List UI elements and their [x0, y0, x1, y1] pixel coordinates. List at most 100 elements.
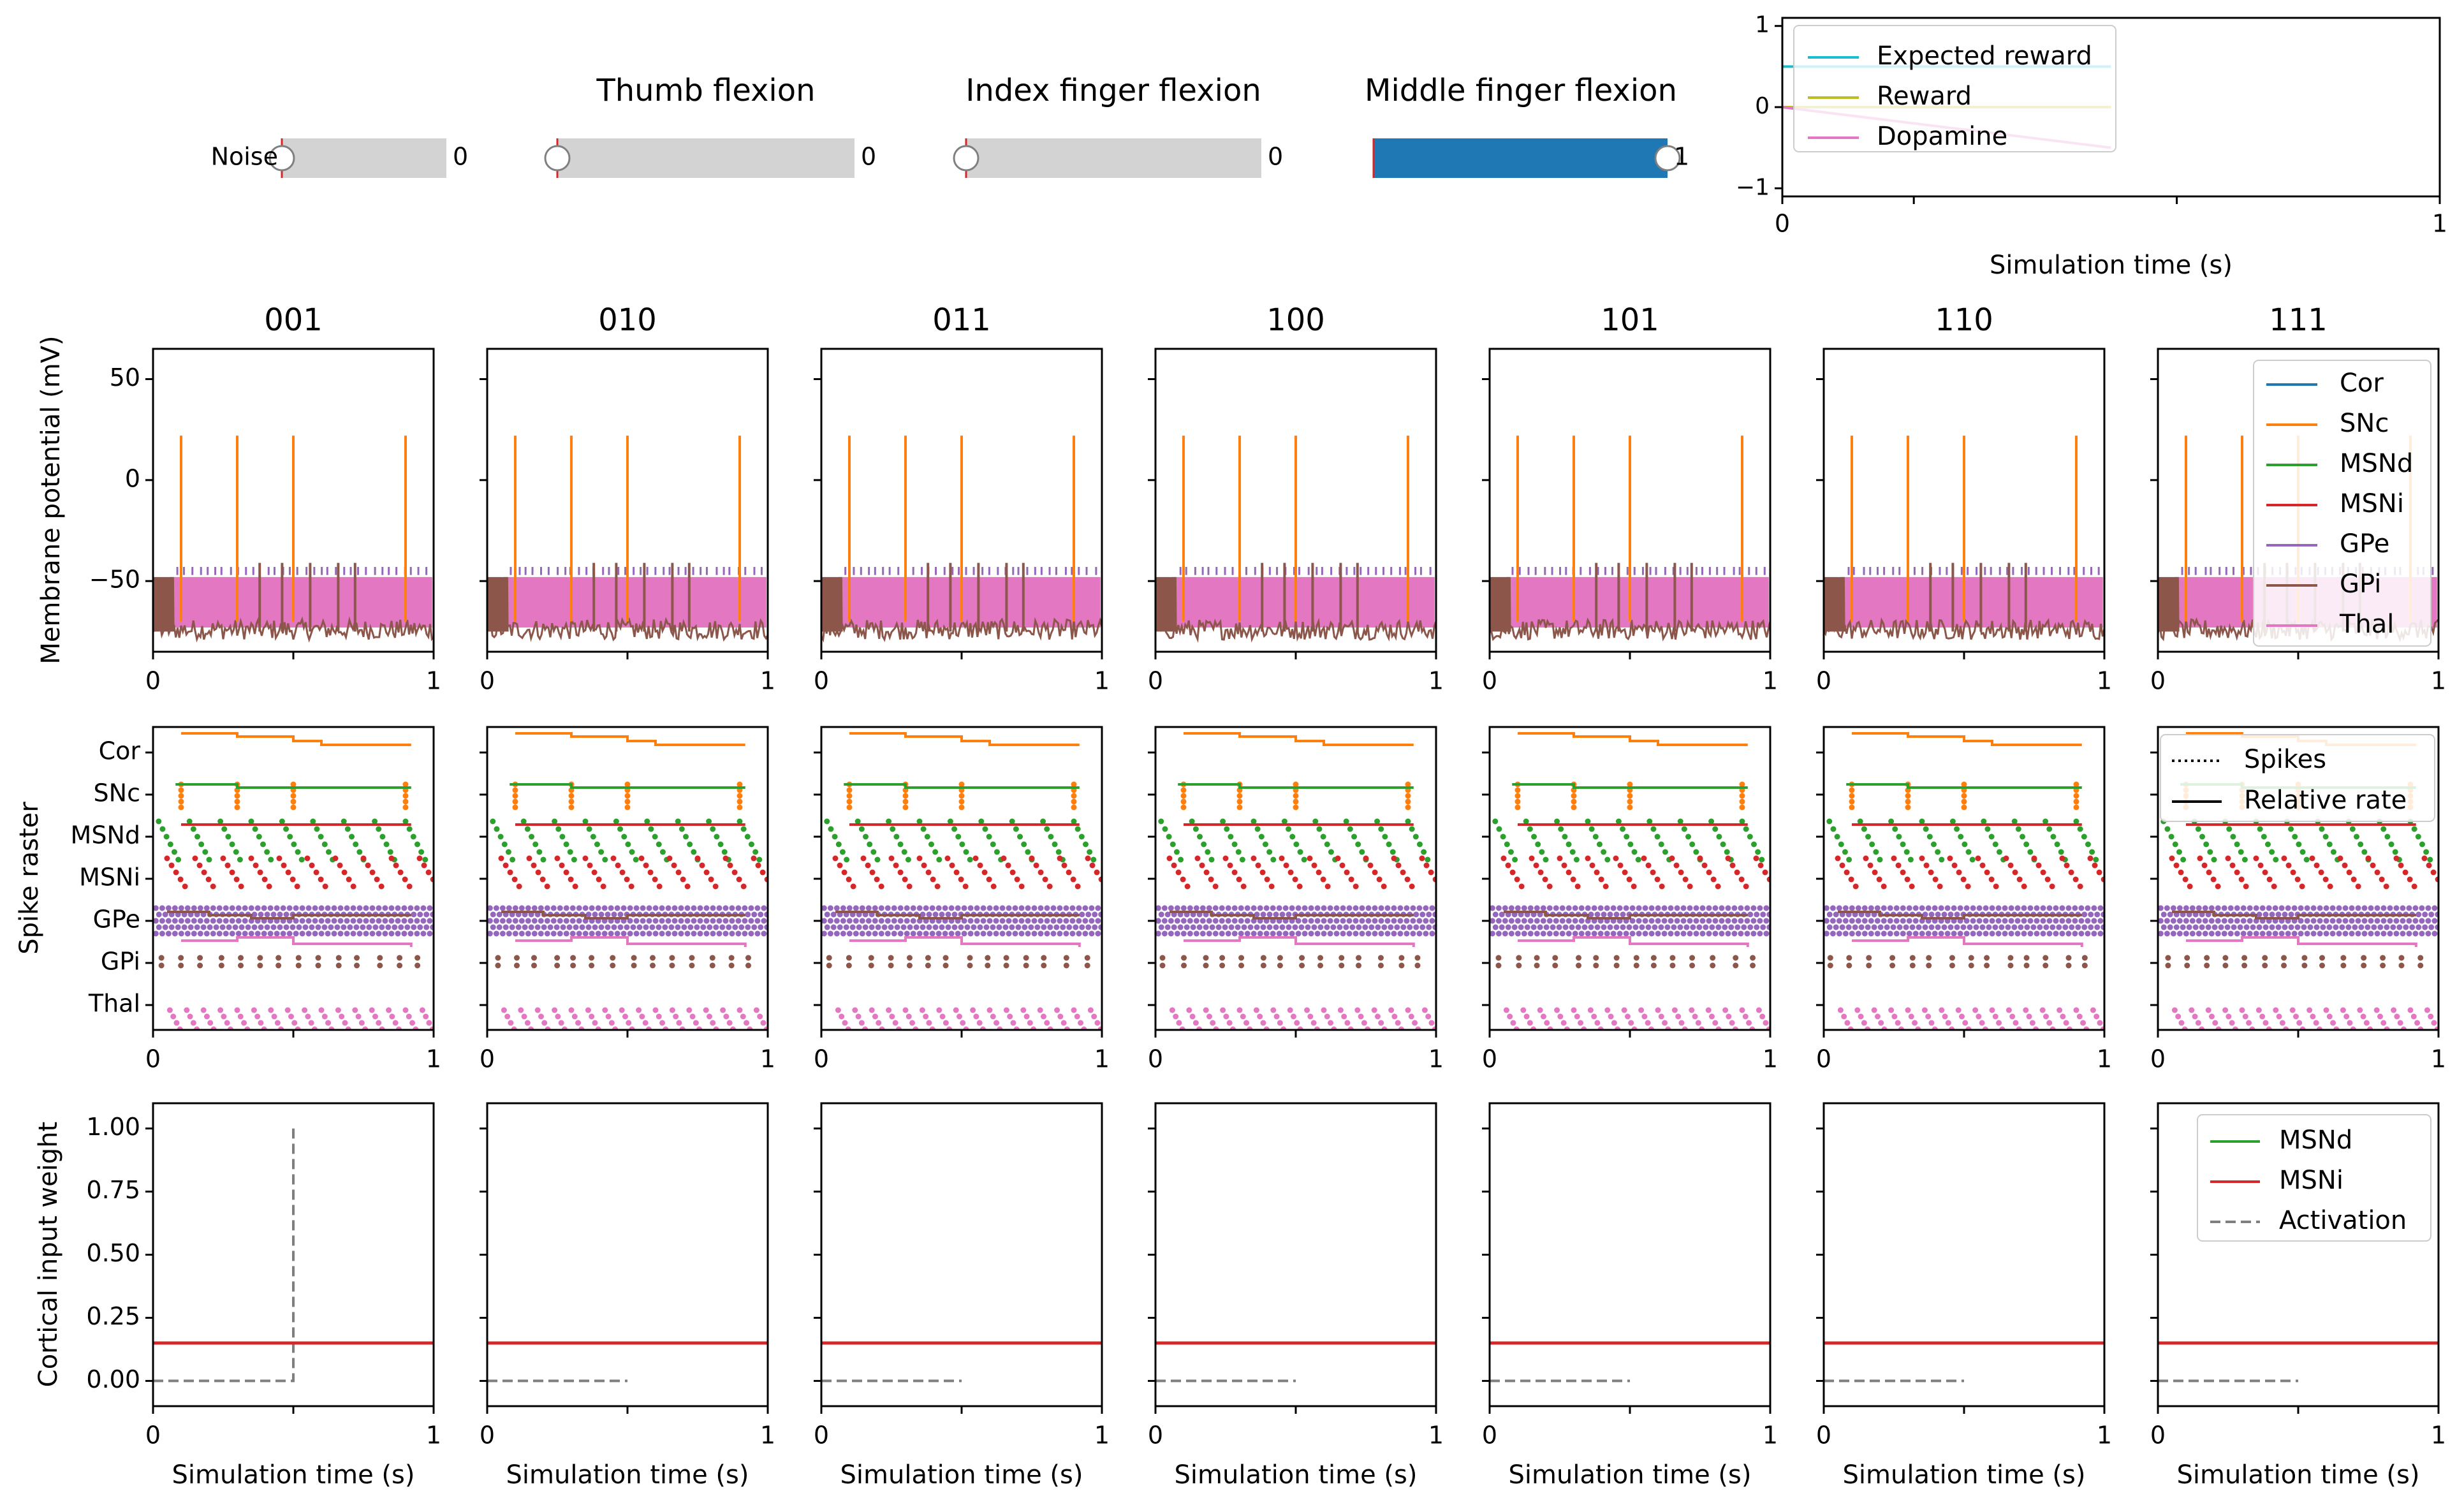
gpi-spike-dot [1534, 955, 1540, 961]
gpe-spike-dot [248, 905, 254, 911]
gpe-spike-dot [1260, 911, 1266, 918]
gpe-spike-dot [544, 930, 550, 937]
gpe-spike-dot [1066, 924, 1073, 930]
gpe-spike-dot [1314, 905, 1321, 911]
gpe-spike-dot [1155, 930, 1161, 937]
msnd-spike-dot [256, 833, 262, 840]
snc-spike-dot [1405, 793, 1411, 799]
gpi-spike-dot [967, 962, 973, 969]
gpe-spike-dot [678, 918, 684, 924]
gpe-spike-dot [1693, 918, 1699, 924]
msnd-spike-dot [520, 818, 527, 825]
msni-spike-dot [285, 869, 291, 876]
msnd-spike-dot [2093, 856, 2099, 863]
msnd-spike-dot [1412, 833, 1419, 840]
gpe-spike-dot [395, 930, 401, 937]
gpe-spike-dot [493, 918, 499, 924]
slider-handle[interactable] [544, 145, 571, 172]
gpe-spike-dot [1231, 918, 1238, 924]
thal-spike-dot [889, 1013, 895, 1020]
gpe-spike-dot [955, 905, 961, 911]
gpe-spike-dot [1884, 924, 1890, 930]
thal-spike-dot [602, 1007, 608, 1013]
gpe-spike-dot [2428, 911, 2435, 918]
gpe-spike-dot [2259, 930, 2266, 937]
membrane-traces [821, 436, 1102, 643]
msnd-spike-dot [886, 818, 892, 825]
msnd-spike-dot [1281, 818, 1287, 825]
onset-trace [1490, 576, 1511, 632]
gpe-spike-dot [496, 911, 502, 918]
gpe-spike-dot [1018, 905, 1025, 911]
gpe-spike-dot [913, 924, 920, 930]
gpe-spike-dot [366, 924, 372, 930]
msni-spike-dot [322, 883, 328, 890]
slider-handle[interactable] [953, 145, 979, 172]
thal-spike-dot [288, 1013, 294, 1020]
thal-spike-dot [1608, 1013, 1614, 1020]
msni-spike-dot [421, 862, 427, 869]
gpe-spike-dot [1263, 905, 1270, 911]
gpe-spike-dot [665, 918, 671, 924]
msnd-spike-dot [2180, 856, 2187, 863]
gpe-spike-dot [1082, 930, 1089, 937]
gpe-spike-dot [2094, 911, 2101, 918]
thal-spike-dot [886, 1007, 892, 1013]
msni-spike-dot [2243, 883, 2249, 890]
gpi-spike-dot [1552, 962, 1558, 969]
slider-handle[interactable] [268, 145, 295, 172]
gpe-spike-dot [331, 930, 337, 937]
membrane-traces [153, 436, 434, 643]
gpe-spike-dot [1534, 918, 1540, 924]
msnd-spike-dot [1635, 856, 1641, 863]
membrane-traces [487, 436, 768, 642]
gpe-spike-dot [1610, 905, 1617, 911]
gpe-spike-dot [1559, 905, 1566, 911]
msni-spike-dot [1376, 876, 1382, 883]
gpi-spike-dot [1299, 962, 1305, 969]
msni-spike-dot [1268, 883, 1275, 890]
msni-spike-dot [2421, 855, 2428, 862]
gpe-spike-dot [350, 905, 356, 911]
gpe-spike-dot [2205, 924, 2211, 930]
snc-spike-dot [1571, 804, 1577, 811]
gpe-spike-dot [652, 918, 659, 924]
msnd-spike-dot [1254, 826, 1261, 832]
gpi-spike-dot [846, 955, 852, 961]
thal-spike-dot [1060, 1020, 1067, 1026]
msnd-spike-dot [1658, 841, 1664, 848]
msnd-spike-dot [1013, 826, 1019, 832]
msnd-spike-dot [2042, 818, 2049, 825]
thal-spike-dot [1571, 1007, 1577, 1013]
thal-spike-dot [582, 1033, 588, 1039]
gpe-spike-dot [916, 930, 923, 937]
gpe-spike-dot [1824, 905, 1830, 911]
msnd-spike-dot [1873, 849, 1879, 855]
gpe-spike-dot [1849, 918, 1855, 924]
gpe-spike-dot [2406, 930, 2412, 937]
msnd-spike-dot [1869, 841, 1875, 848]
msni-spike-dot [841, 869, 847, 876]
gpe-spike-dot [331, 905, 337, 911]
thal-spike-dot [1851, 1033, 1857, 1039]
snc-spike-dot [1405, 781, 1411, 788]
gpe-spike-dot [713, 924, 719, 930]
msnd-spike-dot [1685, 833, 1692, 840]
thal-spike-dot [923, 1013, 929, 1020]
gpe-spike-dot [1747, 924, 1754, 930]
gpe-spike-dot [2065, 930, 2072, 937]
gpe-spike-dot [172, 930, 178, 937]
thal-spike-dot [1641, 1013, 1648, 1020]
msni-spike-dot [759, 869, 766, 876]
gpe-spike-dot [1693, 930, 1699, 937]
gpi-spike-dot [335, 955, 342, 961]
msnd-spike-dot [2085, 841, 2091, 848]
slider-handle[interactable] [1654, 145, 1681, 172]
msni-spike-dot [2040, 869, 2046, 876]
thal-spike-dot [298, 1033, 304, 1039]
